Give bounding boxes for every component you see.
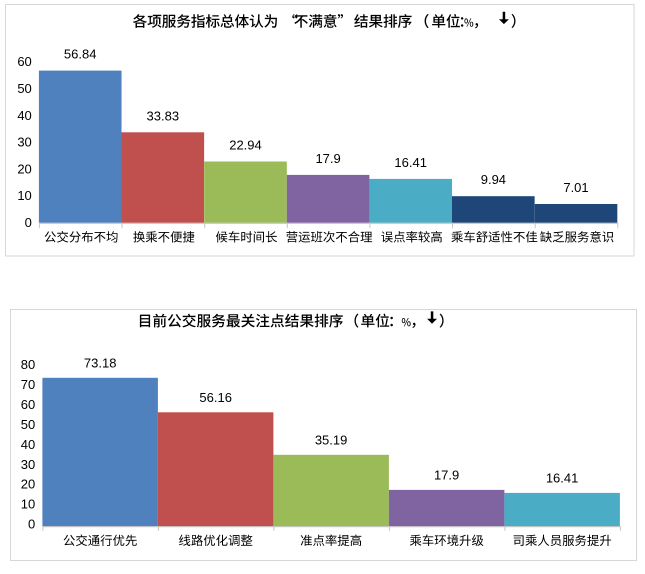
svg-text:56.84: 56.84 [64, 47, 97, 62]
svg-text:40: 40 [21, 437, 35, 452]
svg-text:70: 70 [21, 377, 35, 392]
svg-text:35.19: 35.19 [315, 432, 348, 447]
svg-text:16.41: 16.41 [394, 155, 427, 170]
svg-text:50: 50 [17, 81, 31, 96]
svg-text:9.94: 9.94 [481, 172, 506, 187]
svg-text:50: 50 [21, 417, 35, 432]
svg-text:30: 30 [21, 457, 35, 472]
svg-text:73.18: 73.18 [84, 355, 117, 370]
svg-text:30: 30 [17, 135, 31, 150]
svg-text:17.9: 17.9 [434, 467, 459, 482]
svg-text:16.41: 16.41 [546, 470, 579, 485]
svg-text:33.83: 33.83 [147, 108, 180, 123]
svg-text:7.01: 7.01 [563, 180, 588, 195]
svg-text:56.16: 56.16 [199, 390, 232, 405]
svg-text:0: 0 [25, 215, 32, 230]
svg-text:60: 60 [21, 397, 35, 412]
svg-text:60: 60 [17, 54, 31, 69]
svg-text:0: 0 [28, 517, 35, 532]
svg-text:20: 20 [17, 161, 31, 176]
svg-text:22.94: 22.94 [229, 138, 262, 153]
svg-text:20: 20 [21, 477, 35, 492]
svg-text:80: 80 [21, 357, 35, 372]
svg-text:40: 40 [17, 108, 31, 123]
svg-text:17.9: 17.9 [315, 151, 340, 166]
svg-text:10: 10 [17, 188, 31, 203]
svg-text:10: 10 [21, 497, 35, 512]
